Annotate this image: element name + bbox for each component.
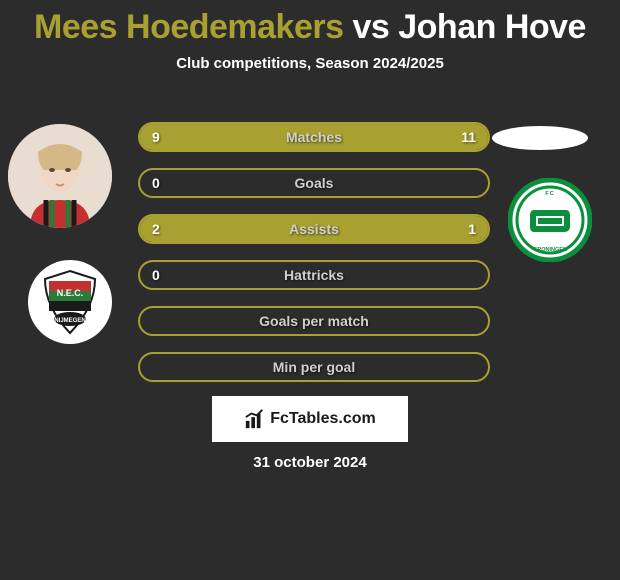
watermark: FcTables.com (212, 396, 408, 442)
vs-text: vs (352, 8, 398, 46)
stat-row: 0 Goals (138, 168, 490, 198)
stat-label: Hattricks (284, 267, 344, 283)
stat-row: Goals per match (138, 306, 490, 336)
stat-row: 9 11 Matches (138, 122, 490, 152)
svg-text:NIJMEGEN: NIJMEGEN (54, 318, 85, 324)
player2-placeholder (492, 126, 588, 150)
stat-label: Goals (295, 175, 334, 191)
watermark-text: FcTables.com (270, 410, 376, 428)
stat-row: 2 1 Assists (138, 214, 490, 244)
stat-value-left: 9 (152, 129, 160, 145)
stat-label: Matches (286, 129, 342, 145)
chart-icon (244, 408, 266, 430)
stat-row: 0 Hattricks (138, 260, 490, 290)
comparison-title: Mees Hoedemakers vs Johan Hove (0, 0, 620, 47)
player1-name: Mees Hoedemakers (34, 8, 344, 46)
subtitle: Club competitions, Season 2024/2025 (0, 55, 620, 72)
club1-badge: N.E.C. NIJMEGEN (28, 260, 112, 344)
stat-fill-left (140, 124, 286, 150)
player1-photo (8, 124, 112, 228)
date-text: 31 october 2024 (253, 454, 366, 471)
stats-container: 9 11 Matches 0 Goals 2 1 Assists 0 Hattricks Goals… (138, 122, 490, 398)
svg-text:FC: FC (545, 191, 554, 197)
stat-label: Min per goal (273, 359, 355, 375)
svg-text:N.E.C.: N.E.C. (57, 288, 84, 298)
player2-name: Johan Hove (398, 8, 586, 46)
stat-row: Min per goal (138, 352, 490, 382)
stat-value-left: 2 (152, 221, 160, 237)
club2-badge: FC GRONINGEN (508, 178, 592, 262)
stat-value-right: 11 (461, 129, 476, 145)
stat-value-left: 0 (152, 175, 160, 191)
stat-label: Assists (289, 221, 339, 237)
svg-text:GRONINGEN: GRONINGEN (533, 247, 567, 253)
stat-label: Goals per match (259, 313, 369, 329)
stat-value-right: 1 (468, 221, 476, 237)
stat-value-left: 0 (152, 267, 160, 283)
